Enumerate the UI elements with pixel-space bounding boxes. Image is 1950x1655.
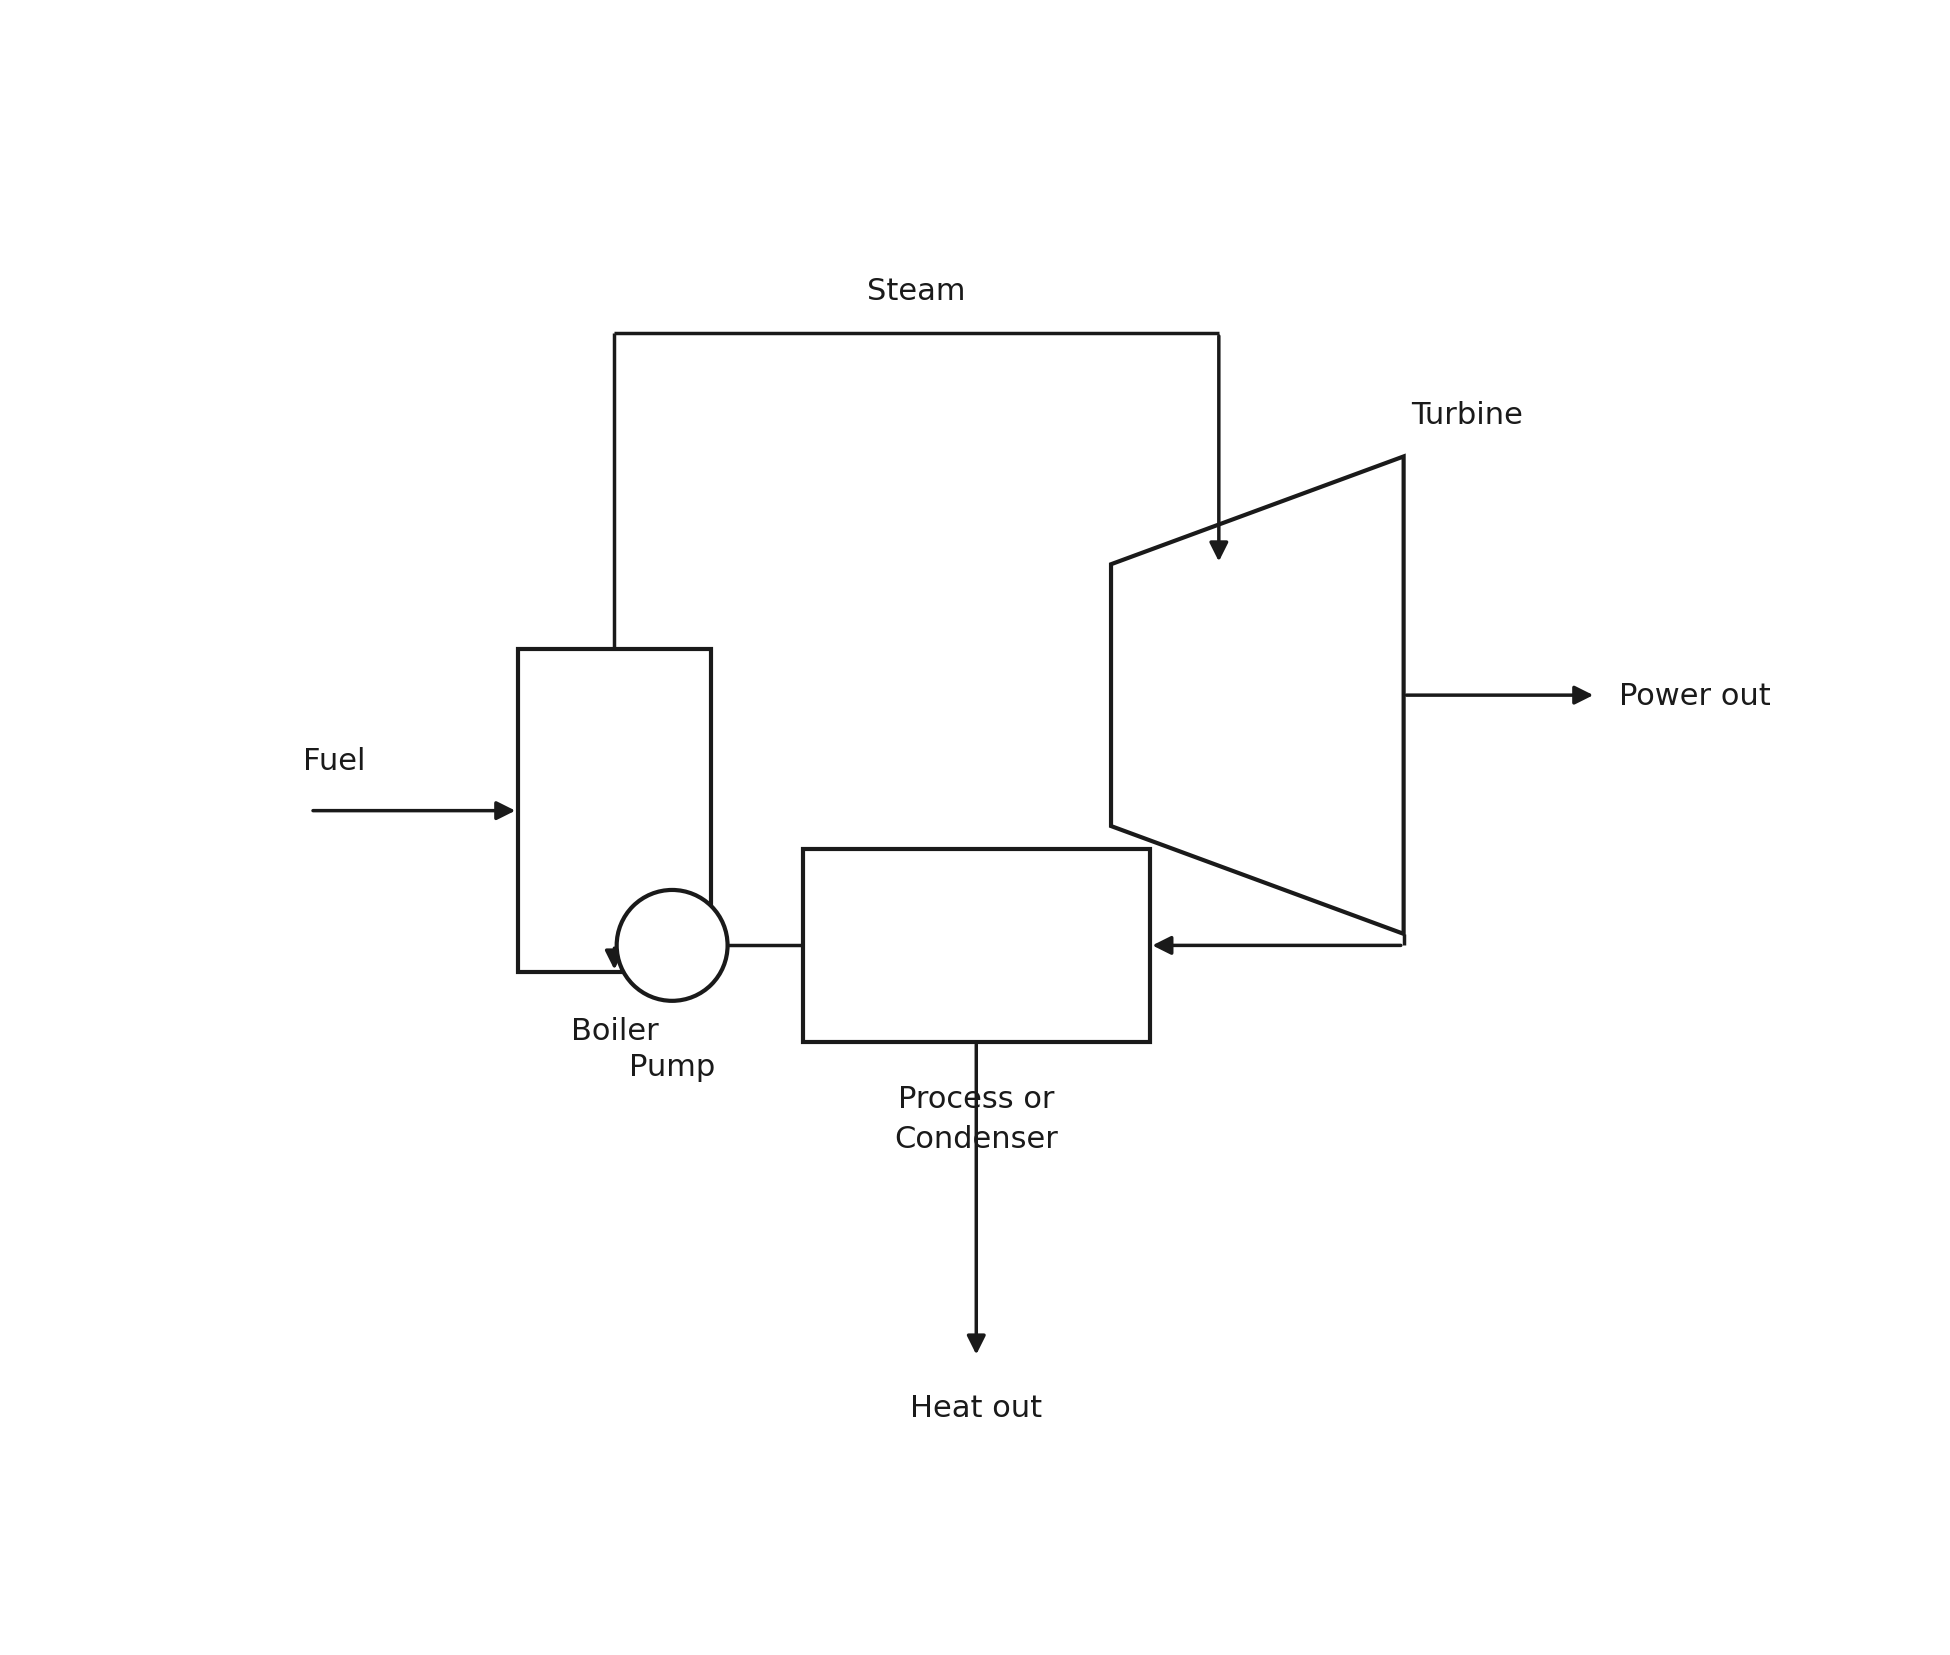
Text: Pump: Pump [630, 1053, 716, 1081]
Text: Steam: Steam [868, 278, 965, 306]
Circle shape [616, 890, 727, 1001]
Bar [519, 649, 710, 973]
Text: Power out: Power out [1618, 682, 1771, 710]
Text: Turbine: Turbine [1412, 401, 1523, 429]
Text: Boiler: Boiler [571, 1016, 659, 1044]
Text: Fuel: Fuel [302, 746, 365, 776]
Text: Heat out: Heat out [911, 1394, 1043, 1422]
Polygon shape [1112, 457, 1404, 935]
Bar [803, 849, 1150, 1043]
Text: Process or
Condenser: Process or Condenser [895, 1084, 1059, 1154]
